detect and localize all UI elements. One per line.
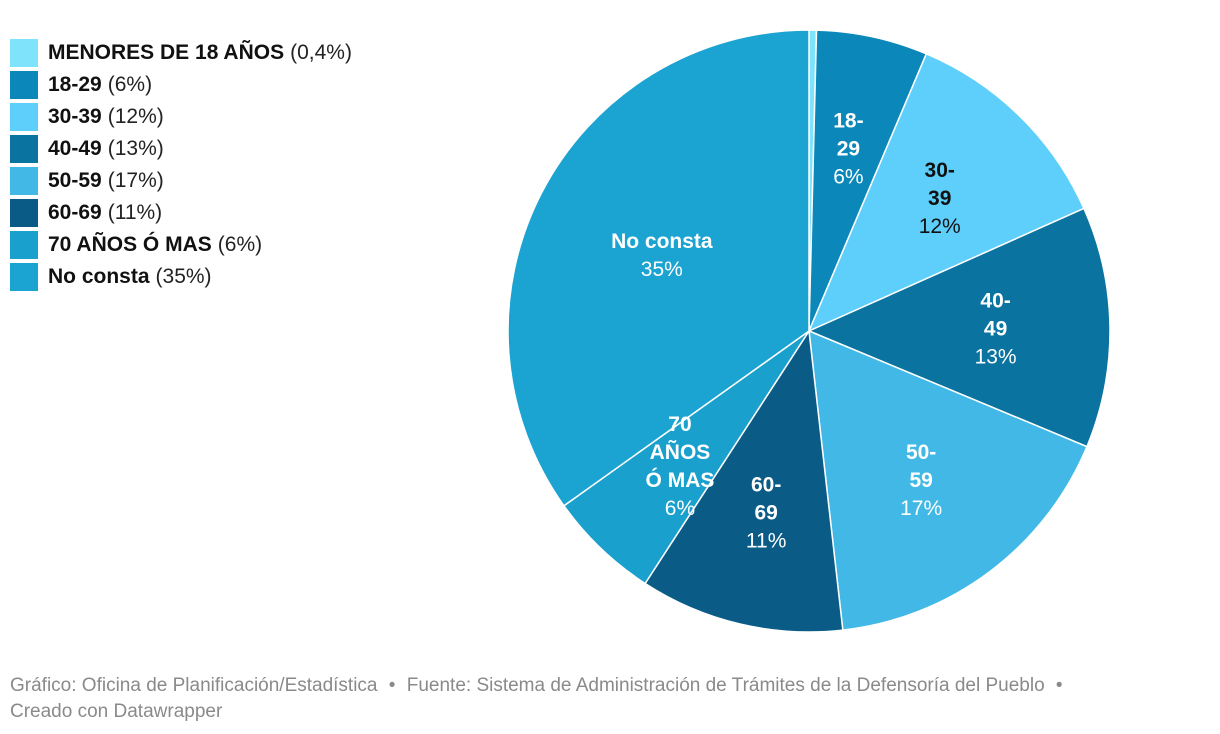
slice-label-60-69: 60- 69 11% xyxy=(746,474,786,553)
legend-swatch xyxy=(10,135,38,163)
slice-percent-text: 11% xyxy=(746,530,786,553)
legend-swatch xyxy=(10,167,38,195)
legend-swatch xyxy=(10,263,38,291)
legend-item: 50-59 (17%) xyxy=(10,165,352,197)
slice-category-text: 69 xyxy=(754,502,777,525)
pie-slice-40-49 xyxy=(807,207,1111,448)
legend-swatch xyxy=(10,39,38,67)
slice-category-text: 50- xyxy=(906,441,936,464)
legend-item: No consta (35%) xyxy=(10,261,352,293)
slice-label-50-59: 50- 59 17% xyxy=(900,441,942,520)
slice-label-40-49: 40- 49 13% xyxy=(975,290,1017,369)
legend-value: (12%) xyxy=(107,105,164,128)
slice-labels: 18- 29 6% 30- 39 12% 40- 49 13% 50- 59 17% 60- 69 11% 7… xyxy=(611,110,1017,553)
legend-value: (17%) xyxy=(107,169,164,192)
legend-label: 18-29 xyxy=(48,73,102,96)
footer-source: Fuente: Sistema de Administración de Trá… xyxy=(406,675,1045,696)
legend-value: (6%) xyxy=(217,233,263,256)
slice-percent-text: 6% xyxy=(665,497,695,520)
legend-swatch xyxy=(10,231,38,259)
slice-category-text: 39 xyxy=(928,187,951,210)
legend-label: 30-39 xyxy=(48,105,102,128)
slice-label-70-mas: 70 AÑOS Ó MAS 6% xyxy=(646,413,715,520)
legend-value: (0,4%) xyxy=(290,41,352,64)
pie-chart: 18- 29 6% 30- 39 12% 40- 49 13% 50- 59 17% 60- 69 11% 7… xyxy=(507,29,1111,633)
legend-swatch xyxy=(10,199,38,227)
slice-label-18-29: 18- 29 6% xyxy=(833,110,863,189)
legend-label: 60-69 xyxy=(48,201,102,224)
slice-category-text: 18- xyxy=(833,110,863,133)
slice-label-30-39: 30- 39 12% xyxy=(919,159,961,238)
legend-item: 60-69 (11%) xyxy=(10,197,352,229)
legend-item: 30-39 (12%) xyxy=(10,101,352,133)
slice-percent-text: 12% xyxy=(919,215,961,238)
slice-category-text: 59 xyxy=(909,469,932,492)
slice-label-no-consta: No consta 35% xyxy=(611,230,713,281)
legend-item: 40-49 (13%) xyxy=(10,133,352,165)
footer-tool: Creado con Datawrapper xyxy=(10,701,223,722)
chart-footer: Gráfico: Oficina de Planificación/Estadí… xyxy=(10,673,1215,725)
slice-category-text: No consta xyxy=(611,230,713,253)
slice-percent-text: 17% xyxy=(900,497,942,520)
legend-value: (6%) xyxy=(107,73,153,96)
legend-value: (13%) xyxy=(107,137,164,160)
slice-category-text: 60- xyxy=(751,474,781,497)
footer-separator: • xyxy=(1055,675,1063,696)
slice-percent-text: 6% xyxy=(833,166,863,189)
legend-swatch xyxy=(10,103,38,131)
slice-category-text: 30- xyxy=(925,159,955,182)
legend-swatch xyxy=(10,71,38,99)
legend-label: 40-49 xyxy=(48,137,102,160)
legend-value: (11%) xyxy=(107,201,163,224)
pie-slice-50-59 xyxy=(808,329,1088,631)
slice-percent-text: 13% xyxy=(975,346,1017,369)
slice-category-text: Ó MAS xyxy=(646,468,715,492)
chart-legend: MENORES DE 18 AÑOS (0,4%) 18-29 (6%) 30-… xyxy=(10,37,352,293)
slice-category-text: 49 xyxy=(984,318,1007,341)
slice-category-text: 29 xyxy=(837,138,860,161)
pie-slice-no-consta xyxy=(507,29,810,507)
legend-item: MENORES DE 18 AÑOS (0,4%) xyxy=(10,37,352,69)
footer-credit: Gráfico: Oficina de Planificación/Estadí… xyxy=(10,675,378,696)
slice-category-text: AÑOS xyxy=(650,441,711,464)
footer-separator: • xyxy=(388,675,396,696)
legend-label: 50-59 xyxy=(48,169,102,192)
pie-slice-30-39 xyxy=(807,52,1085,333)
slice-category-text: 40- xyxy=(980,290,1010,313)
legend-label: No consta xyxy=(48,265,150,288)
legend-item: 18-29 (6%) xyxy=(10,69,352,101)
legend-value: (35%) xyxy=(155,265,212,288)
slice-percent-text: 35% xyxy=(641,258,683,281)
legend-item: 70 AÑOS Ó MAS (6%) xyxy=(10,229,352,261)
legend-label: MENORES DE 18 AÑOS xyxy=(48,41,285,64)
pie-slice-60-69 xyxy=(644,328,844,633)
slice-category-text: 70 xyxy=(668,413,691,436)
legend-label: 70 AÑOS Ó MAS xyxy=(48,233,212,256)
